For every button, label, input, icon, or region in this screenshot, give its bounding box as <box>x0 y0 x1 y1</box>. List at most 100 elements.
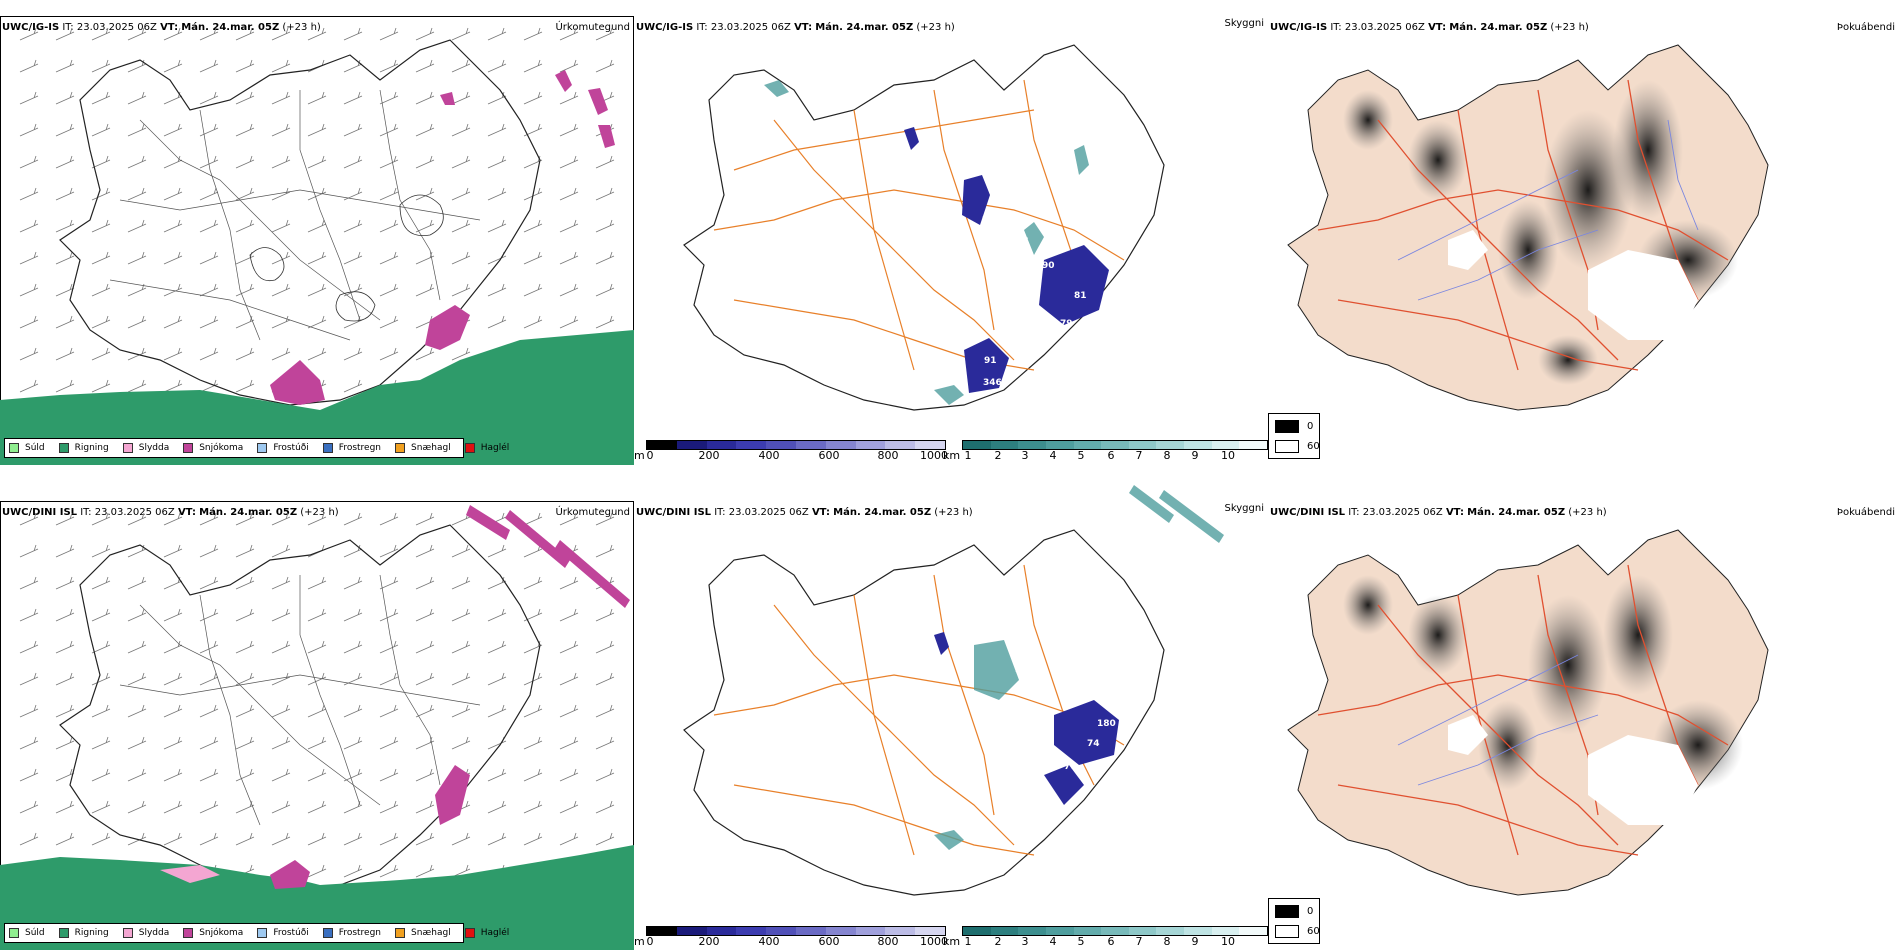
wind-barb <box>91 27 111 41</box>
wind-barb <box>127 347 147 361</box>
wind-barb <box>595 736 615 750</box>
wind-barb <box>199 800 219 814</box>
it-label: IT: <box>714 507 726 518</box>
wind-barb <box>235 155 255 169</box>
wind-barb <box>379 251 399 265</box>
wind-barb <box>595 27 615 41</box>
wind-barb <box>235 283 255 297</box>
wind-barb <box>91 672 111 686</box>
wind-barb <box>415 59 435 73</box>
wind-barb <box>163 512 183 526</box>
wind-barb <box>127 283 147 297</box>
wind-barb <box>271 219 291 233</box>
wind-barb <box>19 123 39 137</box>
wind-barb <box>163 800 183 814</box>
cloud-value: 588 <box>989 229 1008 239</box>
wind-barb <box>307 672 327 686</box>
snow-area <box>270 360 325 405</box>
wind-barb <box>343 155 363 169</box>
wind-barb <box>163 736 183 750</box>
wind-barb <box>235 123 255 137</box>
fog-legend-box: 0 60 <box>1268 413 1320 459</box>
wind-barb <box>343 800 363 814</box>
wind-barb <box>415 123 435 137</box>
legend-label: Slydda <box>138 928 170 938</box>
legend-swatch <box>122 928 133 938</box>
wind-barb <box>91 59 111 73</box>
cloudbase-tick: 200 <box>698 935 720 948</box>
fog-legend-label: 60 <box>1307 441 1320 452</box>
vt-value: Mán. 24.mar. 05Z <box>1449 22 1548 33</box>
wind-barb <box>523 512 543 526</box>
wind-barb <box>343 576 363 590</box>
wind-barb <box>451 187 471 201</box>
wind-barb <box>163 187 183 201</box>
panel-header: UWC/IG-IS IT: 23.03.2025 06Z VT: Mán. 24… <box>1270 22 1589 34</box>
colorbar-segment <box>1128 441 1157 449</box>
wind-barb <box>127 59 147 73</box>
wind-barb <box>235 512 255 526</box>
wind-barb <box>487 576 507 590</box>
it-value: 23.03.2025 06Z <box>94 507 175 518</box>
wind-barb <box>199 608 219 622</box>
colorbar-segment <box>1018 441 1046 449</box>
legend-swatch <box>122 443 133 453</box>
wind-barb <box>307 123 327 137</box>
wind-barb <box>127 91 147 105</box>
wind-barb <box>559 608 579 622</box>
wind-barb <box>559 219 579 233</box>
wind-barb <box>163 347 183 361</box>
wind-barb <box>559 800 579 814</box>
wind-barb <box>415 219 435 233</box>
legend-label: Snjókoma <box>199 928 244 938</box>
wind-barb <box>559 704 579 718</box>
wind-barb <box>163 379 183 393</box>
wind-barb <box>595 283 615 297</box>
wind-barb <box>523 27 543 41</box>
legend-label: Slydda <box>138 443 170 453</box>
colorbar-segment <box>1073 441 1102 449</box>
wind-barb <box>379 59 399 73</box>
wind-barb <box>235 608 255 622</box>
colorbar-segment <box>885 441 916 449</box>
wind-barb <box>559 512 579 526</box>
vt-label: VT: <box>794 22 813 33</box>
wind-barb <box>451 832 471 846</box>
wind-barb <box>271 544 291 558</box>
fog-legend-row: 0 <box>1275 420 1313 433</box>
wind-barb <box>379 315 399 329</box>
wind-barb <box>415 640 435 654</box>
legend-label: Snjókoma <box>199 443 244 453</box>
wind-barb <box>91 736 111 750</box>
wind-barb <box>595 59 615 73</box>
wind-barb <box>451 576 471 590</box>
wind-barb <box>343 544 363 558</box>
fog-indicator-panel-top: UWC/IG-IS IT: 23.03.2025 06Z VT: Mán. 24… <box>1268 0 1900 465</box>
wind-barb <box>451 640 471 654</box>
iceland-outline <box>683 44 1165 411</box>
colorbar-segment <box>647 441 677 449</box>
wind-barb <box>199 315 219 329</box>
snow-area <box>425 305 470 350</box>
cloud-value: 77 <box>1064 762 1077 772</box>
wind-barb <box>451 27 471 41</box>
wind-barb <box>199 251 219 265</box>
wind-barb <box>19 219 39 233</box>
wind-barb <box>91 379 111 393</box>
cloudbase-unit: m <box>634 449 645 462</box>
colorbar-segment <box>1239 441 1268 449</box>
wind-barb <box>307 864 327 878</box>
wind-barb <box>415 91 435 105</box>
wind-barb <box>451 283 471 297</box>
colorbar-segment <box>736 927 767 935</box>
wind-barb <box>523 704 543 718</box>
legend-item: Frostúði <box>257 443 309 453</box>
colorbar-segment <box>795 441 826 449</box>
legend-swatch <box>322 443 333 453</box>
wind-barb <box>415 283 435 297</box>
panel-header: UWC/IG-IS IT: 23.03.2025 06Z VT: Mán. 24… <box>636 22 955 34</box>
it-label: IT: <box>62 22 74 33</box>
wind-barb <box>19 379 39 393</box>
wind-barb <box>307 512 327 526</box>
legend-swatch <box>9 928 19 938</box>
